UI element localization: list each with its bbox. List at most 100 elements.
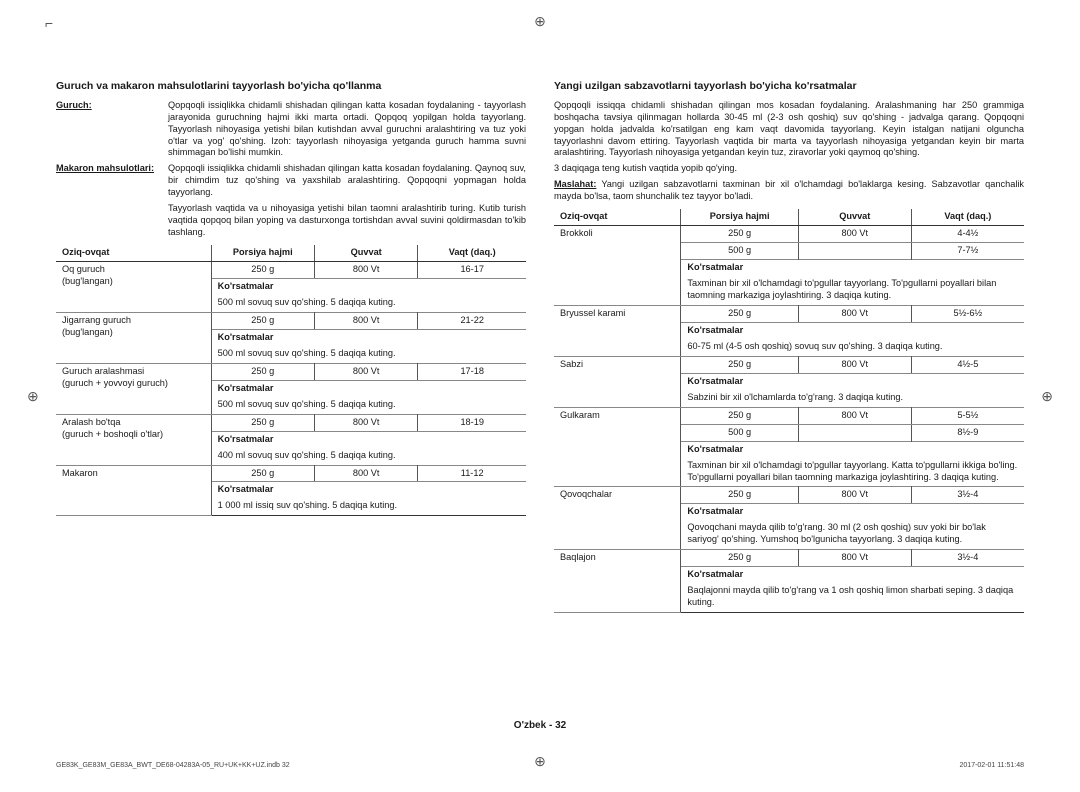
power-cell: 800 Vt [314, 414, 417, 431]
intro-para2: 3 daqiqaga teng kutish vaqtida yopib qo'… [554, 163, 1024, 175]
portion-cell: 250 g [211, 363, 314, 380]
portion-cell: 250 g [681, 550, 799, 567]
power-cell [798, 243, 911, 260]
instr-label: Ko'rsatmalar [681, 504, 1024, 520]
instr-label: Ko'rsatmalar [681, 322, 1024, 338]
instr-cell: 500 ml sovuq suv qo'shing. 5 daqiqa kuti… [211, 346, 526, 363]
def-text: Qopqoqli issiqlikka chidamli shishadan q… [168, 163, 526, 199]
cropmark: ⊕ [27, 387, 39, 405]
portion-cell: 250 g [681, 356, 799, 373]
portion-cell: 250 g [211, 414, 314, 431]
cropmark: ⊕ [534, 12, 546, 30]
instr-label: Ko'rsatmalar [681, 567, 1024, 583]
food-cell: Baqlajon [554, 550, 681, 613]
power-cell: 800 Vt [798, 226, 911, 243]
trail-text: Tayyorlash vaqtida va u nihoyasiga yetis… [168, 203, 526, 239]
portion-cell: 500 g [681, 424, 799, 441]
power-cell: 800 Vt [314, 465, 417, 482]
cropmark: ⌐ [45, 14, 53, 32]
food-cell: Qovoqchalar [554, 487, 681, 550]
hint-text: Yangi uzilgan sabzavotlarni taxminan bir… [554, 179, 1024, 201]
instr-cell: Qovoqchani mayda qilib to'g'rang. 30 ml … [681, 520, 1024, 549]
time-cell: 8½-9 [911, 424, 1024, 441]
power-cell: 800 Vt [798, 550, 911, 567]
instr-cell: 1 000 ml issiq suv qo'shing. 5 daqiqa ku… [211, 498, 526, 515]
food-cell: Aralash bo'tqa(guruch + boshoqli o'tlar) [56, 414, 211, 465]
portion-cell: 250 g [211, 262, 314, 279]
portion-cell: 250 g [681, 407, 799, 424]
th-portion: Porsiya hajmi [681, 209, 799, 225]
time-cell: 16-17 [418, 262, 526, 279]
power-cell [798, 424, 911, 441]
food-cell: Brokkoli [554, 226, 681, 306]
instr-label: Ko'rsatmalar [681, 260, 1024, 276]
power-cell: 800 Vt [314, 312, 417, 329]
instr-cell: 500 ml sovuq suv qo'shing. 5 daqiqa kuti… [211, 397, 526, 414]
portion-cell: 250 g [681, 487, 799, 504]
power-cell: 800 Vt [314, 262, 417, 279]
portion-cell: 250 g [681, 226, 799, 243]
time-cell: 7-7½ [911, 243, 1024, 260]
portion-cell: 250 g [211, 312, 314, 329]
food-cell: Bryussel karami [554, 305, 681, 356]
th-power: Quvvat [798, 209, 911, 225]
power-cell: 800 Vt [798, 305, 911, 322]
instr-label: Ko'rsatmalar [211, 279, 526, 295]
instr-cell: 60-75 ml (4-5 osh qoshiq) sovuq suv qo's… [681, 339, 1024, 356]
food-cell: Guruch aralashmasi(guruch + yovvoyi guru… [56, 363, 211, 414]
th-time: Vaqt (daq.) [911, 209, 1024, 225]
right-table: Oziq-ovqat Porsiya hajmi Quvvat Vaqt (da… [554, 209, 1024, 613]
th-portion: Porsiya hajmi [211, 245, 314, 261]
page-footer: O'zbek - 32 [0, 719, 1080, 732]
instr-label: Ko'rsatmalar [681, 441, 1024, 457]
instr-cell: Taxminan bir xil o'lchamdagi to'pgullar … [681, 276, 1024, 305]
portion-cell: 250 g [211, 465, 314, 482]
time-cell: 3½-4 [911, 550, 1024, 567]
instr-label: Ko'rsatmalar [211, 482, 526, 498]
time-cell: 17-18 [418, 363, 526, 380]
hint-row: Maslahat: Yangi uzilgan sabzavotlarni ta… [554, 179, 1024, 203]
instr-cell: Taxminan bir xil o'lchamdagi to'pgullar … [681, 458, 1024, 487]
portion-cell: 250 g [681, 305, 799, 322]
food-cell: Gulkaram [554, 407, 681, 487]
power-cell: 800 Vt [314, 363, 417, 380]
section-heading: Guruch va makaron mahsulotlarini tayyorl… [56, 80, 526, 94]
time-cell: 11-12 [418, 465, 526, 482]
power-cell: 800 Vt [798, 487, 911, 504]
intro-para: Qopqoqli issiqqa chidamli shishadan qili… [554, 100, 1024, 160]
term-guruch: Guruch: [56, 100, 168, 160]
th-power: Quvvat [314, 245, 417, 261]
instr-cell: 400 ml sovuq suv qo'shing. 5 daqiqa kuti… [211, 448, 526, 465]
food-cell: Sabzi [554, 356, 681, 407]
food-cell: Makaron [56, 465, 211, 516]
right-column: Yangi uzilgan sabzavotlarni tayyorlash b… [554, 80, 1024, 613]
instr-cell: Baqlajonni mayda qilib to'g'rang va 1 os… [681, 583, 1024, 612]
th-food: Oziq-ovqat [554, 209, 681, 225]
term-makaron: Makaron mahsulotlari: [56, 163, 168, 199]
time-cell: 21-22 [418, 312, 526, 329]
time-cell: 5½-6½ [911, 305, 1024, 322]
th-time: Vaqt (daq.) [418, 245, 526, 261]
portion-cell: 500 g [681, 243, 799, 260]
time-cell: 3½-4 [911, 487, 1024, 504]
instr-label: Ko'rsatmalar [211, 380, 526, 396]
instr-cell: 500 ml sovuq suv qo'shing. 5 daqiqa kuti… [211, 295, 526, 312]
power-cell: 800 Vt [798, 407, 911, 424]
instr-cell: Sabzini bir xil o'lchamlarda to'g'rang. … [681, 390, 1024, 407]
print-meta: GE83K_GE83M_GE83A_BWT_DE68-04283A-05_RU+… [56, 761, 1024, 770]
left-table: Oziq-ovqat Porsiya hajmi Quvvat Vaqt (da… [56, 245, 526, 516]
time-cell: 18-19 [418, 414, 526, 431]
instr-label: Ko'rsatmalar [211, 329, 526, 345]
page-content: Guruch va makaron mahsulotlarini tayyorl… [0, 0, 1080, 641]
cropmark: ⊕ [1041, 387, 1053, 405]
power-cell: 800 Vt [798, 356, 911, 373]
time-cell: 4-4½ [911, 226, 1024, 243]
instr-label: Ko'rsatmalar [211, 431, 526, 447]
meta-file: GE83K_GE83M_GE83A_BWT_DE68-04283A-05_RU+… [56, 761, 290, 770]
hint-label: Maslahat: [554, 179, 596, 189]
th-food: Oziq-ovqat [56, 245, 211, 261]
food-cell: Jigarrang guruch(bug'langan) [56, 312, 211, 363]
time-cell: 4½-5 [911, 356, 1024, 373]
def-text: Qopqoqli issiqlikka chidamli shishadan q… [168, 100, 526, 160]
time-cell: 5-5½ [911, 407, 1024, 424]
